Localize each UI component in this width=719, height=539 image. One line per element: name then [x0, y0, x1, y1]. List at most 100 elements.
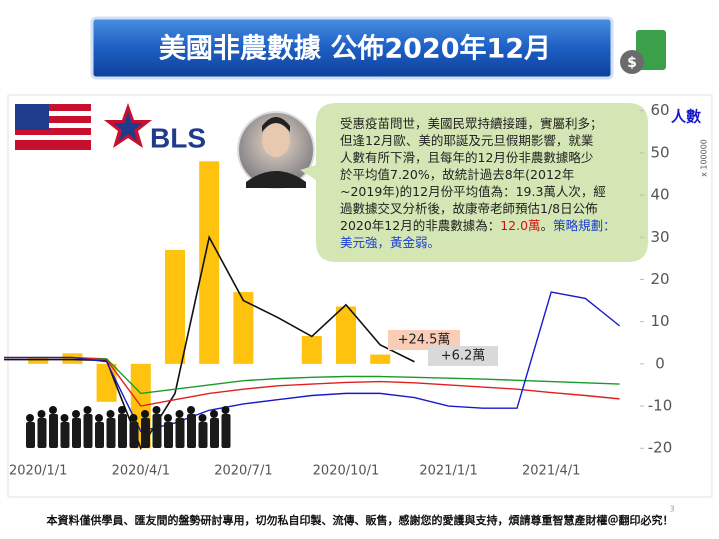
line-series — [4, 291, 621, 433]
silhouette-head — [26, 414, 34, 422]
y-tick-label: 40 — [650, 186, 669, 204]
speech-bubble — [300, 103, 648, 262]
silhouette — [221, 406, 231, 448]
bubble-segment: 但逢12月歐、美的耶誕及元旦假期影響，就業 — [340, 133, 594, 148]
annotation-box — [428, 346, 498, 366]
silhouette-body — [129, 422, 139, 448]
silhouette-body — [221, 414, 231, 448]
bar — [199, 161, 220, 364]
bar — [370, 354, 391, 364]
x-tick-label: 2020/4/1 — [112, 464, 170, 479]
bubble-segment: 12.0萬 — [500, 218, 540, 233]
x-tick-label: 2021/1/1 — [419, 464, 477, 479]
silhouette-head — [164, 414, 172, 422]
silhouette — [164, 414, 173, 448]
y-tick-label: 50 — [650, 143, 669, 161]
y-tick-label: 10 — [650, 312, 669, 330]
us-flag — [15, 104, 91, 150]
silhouette — [83, 406, 93, 448]
silhouette-head — [210, 410, 218, 418]
annotation-box — [388, 330, 460, 350]
x-tick-label: 2020/7/1 — [214, 464, 272, 479]
bubble-line: ~2019年)的12月份平均值為：19.3萬人次，經 — [340, 184, 606, 199]
silhouette-head — [129, 414, 138, 422]
bubble-segment: 2020年12月的非農數據為： — [340, 218, 500, 233]
silhouette-head — [198, 414, 207, 422]
x-tick-label: 2020/10/1 — [313, 464, 380, 479]
bubble-segment: 受惠疫苗問世，美國民眾持續接踵，實屬利多； — [340, 116, 603, 131]
silhouette-body — [60, 422, 70, 448]
page-number: 3 — [669, 505, 674, 514]
silhouette-head — [106, 410, 115, 418]
y-tick-label: 0 — [655, 354, 665, 372]
silhouette-head — [37, 410, 46, 418]
silhouette — [26, 414, 35, 448]
silhouette-body — [26, 422, 35, 448]
silhouette-body — [106, 418, 116, 448]
photo — [237, 111, 315, 189]
silhouette-body — [118, 414, 127, 448]
silhouette — [72, 410, 81, 448]
silhouette-head — [60, 414, 69, 422]
bubble-line: 受惠疫苗問世，美國民眾持續接踵，實屬利多； — [340, 116, 603, 131]
silhouette-head — [83, 406, 92, 414]
x-tick-label: 2020/1/1 — [9, 464, 67, 479]
line-series — [4, 356, 620, 407]
annotation: +24.5萬 — [398, 333, 451, 348]
svg-text:$: $ — [627, 55, 637, 71]
silhouette-head — [221, 406, 230, 414]
bubble-line: 於平均值7.20%，故統計過去8年(2012年 — [340, 167, 574, 182]
silhouette-head — [141, 410, 149, 418]
bubble-segment: ~2019年)的12月份平均值為：19.3萬人次，經 — [340, 184, 606, 199]
silhouette — [95, 414, 104, 448]
line-series — [4, 234, 415, 451]
silhouette-body — [175, 418, 185, 448]
bubble-segment: 美元強，黃金弱。 — [340, 235, 440, 250]
line-series — [4, 356, 620, 395]
silhouette-body — [141, 418, 150, 448]
bar — [62, 353, 83, 364]
silhouette-head — [95, 414, 103, 422]
silhouette — [118, 406, 127, 448]
silhouette — [175, 410, 185, 448]
silhouette-body — [152, 414, 162, 448]
bubble-segment: 策略規劃： — [553, 218, 616, 233]
silhouette — [152, 406, 162, 448]
silhouette-head — [175, 410, 184, 418]
silhouette — [198, 414, 208, 448]
bubble-line: 過數據交叉分析後，故康帝老師預估1/8日公佈 — [340, 201, 598, 216]
y-tick-label: 20 — [650, 270, 669, 288]
bar — [336, 306, 356, 364]
bubble-segment: 過數據交叉分析後，故康帝老師預估1/8日公佈 — [340, 201, 598, 216]
silhouette — [37, 410, 47, 448]
x-tick-label: 2021/4/1 — [522, 464, 580, 479]
bubble-segment: 。 — [541, 218, 554, 233]
bar — [233, 292, 254, 364]
bubble-segment: 於平均值7.20%，故統計過去8年(2012年 — [340, 167, 574, 182]
y-tick-label: 30 — [650, 228, 669, 246]
silhouette — [210, 410, 219, 448]
title-banner — [90, 16, 614, 80]
silhouette-body — [210, 418, 219, 448]
annotation: +6.2萬 — [441, 349, 486, 364]
bubble-line: 2020年12月的非農數據為：12.0萬。策略規劃： — [340, 218, 616, 233]
silhouette-head — [72, 410, 80, 418]
silhouette-head — [152, 406, 161, 414]
silhouette-body — [83, 414, 93, 448]
bubble-line: 人數有所下滑，且每年的12月份非農數據略少 — [340, 150, 593, 165]
silhouette-body — [49, 414, 58, 448]
silhouette-body — [187, 414, 196, 448]
silhouette-body — [37, 418, 47, 448]
bubble-segment: 人數有所下滑，且每年的12月份非農數據略少 — [340, 150, 593, 165]
footer: 本資料僅供學員、匯友間的盤勢研討專用，切勿私自印製、流傳、販售，感謝您的愛護與支… — [47, 513, 674, 527]
bar — [301, 335, 322, 364]
silhouette — [141, 410, 150, 448]
bar — [165, 249, 185, 364]
silhouette — [187, 406, 196, 448]
bar — [28, 357, 49, 364]
silhouette — [60, 414, 70, 448]
y-axis-title: 人數 — [671, 108, 701, 126]
money-icon: $ — [620, 30, 666, 74]
silhouette-body — [164, 422, 173, 448]
silhouette-head — [118, 406, 126, 414]
